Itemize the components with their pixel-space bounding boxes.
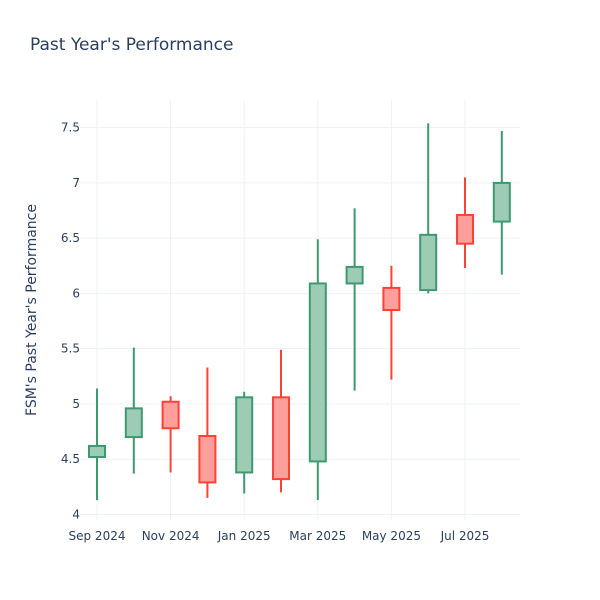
chart-title: Past Year's Performance (30, 35, 234, 55)
x-tick-label: Nov 2024 (142, 529, 200, 543)
candle-decreasing (456, 177, 474, 268)
candles (88, 123, 511, 501)
y-tick-label: 6 (72, 286, 80, 300)
candle-increasing (235, 391, 254, 494)
candle-increasing (492, 130, 511, 275)
x-tick-label: Jan 2025 (217, 529, 271, 543)
grid-lines (80, 100, 520, 520)
candle-body (492, 181, 511, 223)
x-tick-label: May 2025 (362, 529, 421, 543)
y-tick-label: 5.5 (61, 342, 80, 356)
candle-body (308, 282, 327, 463)
candle-body (88, 444, 106, 458)
candle-body (124, 407, 143, 439)
candle-body (382, 286, 401, 312)
candle-body (198, 435, 217, 484)
candle-body (345, 265, 364, 285)
y-tick-label: 4 (72, 507, 80, 521)
candle-decreasing (272, 349, 290, 493)
x-axis-ticks: Sep 2024 Nov 2024 Jan 2025 Mar 2025 May 2025… (69, 529, 490, 543)
candle-decreasing (198, 367, 217, 498)
x-tick-label: Jul 2025 (440, 529, 490, 543)
x-tick-label: Sep 2024 (69, 529, 126, 543)
candle-decreasing (161, 396, 180, 473)
candle-decreasing (382, 265, 401, 380)
candle-body (161, 400, 180, 430)
candle-body (456, 213, 474, 245)
y-tick-label: 4.5 (61, 452, 80, 466)
candle-increasing (345, 208, 364, 391)
candle-increasing (88, 388, 106, 501)
candle-body (235, 396, 254, 474)
candle-increasing (124, 347, 143, 474)
y-tick-label: 6.5 (61, 231, 80, 245)
y-tick-label: 7 (72, 176, 80, 190)
y-axis-title: FSM's Past Year's Performance (24, 204, 40, 416)
candle-body (272, 396, 290, 481)
candle-increasing (308, 239, 327, 501)
y-axis-ticks: 4 4.5 5 5.5 6 6.5 7 7.5 (61, 121, 80, 522)
y-tick-label: 5 (72, 397, 80, 411)
y-tick-label: 7.5 (61, 121, 80, 135)
x-tick-label: Mar 2025 (289, 529, 346, 543)
candle-increasing (419, 123, 438, 294)
candle-body (419, 233, 438, 292)
